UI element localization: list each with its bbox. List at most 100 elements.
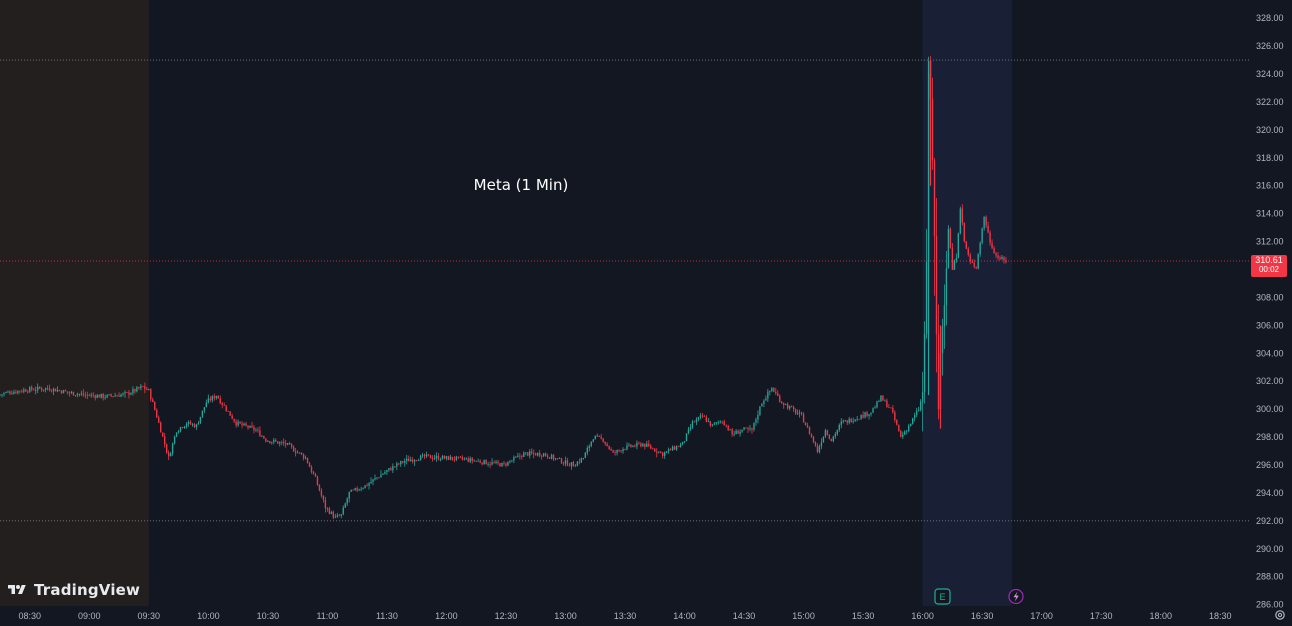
candle-body <box>122 393 124 395</box>
candle-body <box>27 391 29 393</box>
candle-body <box>342 507 344 515</box>
candle-body <box>965 241 967 249</box>
price-tick-label: 292.00 <box>1256 516 1284 526</box>
candle-body <box>894 412 896 421</box>
candle-body <box>64 390 67 392</box>
candle-body <box>273 439 275 442</box>
candle-body <box>792 407 795 410</box>
candle-body <box>54 388 57 392</box>
candle-body <box>517 455 519 457</box>
candle-body <box>779 395 781 402</box>
candle-body <box>578 461 581 463</box>
candle-body <box>40 388 43 390</box>
candle-body <box>757 414 759 420</box>
candle-body <box>656 451 658 453</box>
candle-body <box>973 262 975 267</box>
candle-body <box>124 392 126 394</box>
candle-body <box>312 471 315 474</box>
price-tick-label: 308.00 <box>1256 292 1284 302</box>
candle-body <box>396 463 398 467</box>
candle-body <box>169 453 172 457</box>
candle-body <box>247 425 249 428</box>
lightning-icon[interactable] <box>1008 588 1024 605</box>
candle-body <box>890 407 892 409</box>
candle-body <box>959 208 962 234</box>
candle-body <box>310 466 313 472</box>
price-axis[interactable]: 286.00 288.00 290.00 292.00 294.00 296.00 298.… <box>1256 13 1284 609</box>
candle-body <box>652 448 654 450</box>
candle-body <box>46 387 49 389</box>
candle-body <box>346 498 348 504</box>
price-tick-label: 326.00 <box>1256 41 1284 51</box>
candle-body <box>37 386 39 391</box>
candle-body <box>477 460 479 462</box>
candle-body <box>348 491 350 499</box>
candle-body <box>435 455 438 459</box>
candle-body <box>11 393 13 395</box>
candle-body <box>533 453 535 454</box>
candle-body <box>878 401 880 403</box>
time-tick-label: 10:00 <box>197 611 220 621</box>
candle-body <box>56 390 59 392</box>
candle-body <box>777 393 779 396</box>
candle-body <box>540 455 543 457</box>
candle-body <box>431 458 434 460</box>
candle-body <box>195 424 198 428</box>
candle-body <box>78 393 81 395</box>
candle-body <box>860 414 862 419</box>
candle-body <box>509 461 511 463</box>
candle-body <box>953 260 956 270</box>
candle-body <box>548 457 551 459</box>
candle-body <box>80 393 83 395</box>
candle-body <box>239 421 241 424</box>
candle-body <box>741 429 743 432</box>
price-tick-label: 324.00 <box>1256 69 1284 79</box>
candle-body <box>463 458 465 460</box>
time-axis[interactable]: 08:30 09:00 09:30 10:00 10:30 11:00 11:30 12:00… <box>18 611 1231 621</box>
candle-body <box>729 429 731 431</box>
candle-body <box>622 448 624 452</box>
candle-body <box>243 423 245 426</box>
price-tick-label: 328.00 <box>1256 13 1284 23</box>
gear-icon[interactable] <box>1274 609 1286 621</box>
candle-body <box>900 430 902 437</box>
candle-body <box>88 394 90 396</box>
candle-body <box>771 388 773 391</box>
candle-body <box>654 448 656 452</box>
candle-body <box>923 333 926 393</box>
candle-body <box>584 452 587 459</box>
earnings-icon[interactable]: E <box>934 588 951 605</box>
candle-body <box>183 426 186 428</box>
candle-body <box>175 432 178 437</box>
candle-body <box>241 423 243 426</box>
candle-body <box>102 393 104 398</box>
candle-body <box>386 470 388 473</box>
candle-body <box>306 457 309 464</box>
candle-body <box>745 427 747 429</box>
candle-body <box>836 429 838 435</box>
candle-body <box>648 443 650 447</box>
candle-body <box>471 458 473 461</box>
candle-body <box>350 489 352 492</box>
candle-body <box>735 430 737 435</box>
candle-body <box>626 445 628 450</box>
candle-body <box>614 452 616 454</box>
tradingview-logo[interactable]: TradingView <box>6 580 140 600</box>
candle-body <box>802 413 805 423</box>
candle-body <box>636 442 638 447</box>
candle-body <box>423 454 426 457</box>
candle-body <box>832 436 835 441</box>
candle-body <box>644 443 646 447</box>
candle-body <box>749 428 751 430</box>
candle-body <box>35 390 37 391</box>
candle-body <box>384 472 386 474</box>
candle-body <box>993 248 995 254</box>
candle-body <box>193 424 196 428</box>
candle-body <box>663 452 666 456</box>
candle-body <box>906 430 908 432</box>
price-tick-label: 314.00 <box>1256 209 1284 219</box>
candle-body <box>255 429 257 431</box>
premarket-session-shade <box>0 0 149 606</box>
candle-body <box>535 453 537 456</box>
